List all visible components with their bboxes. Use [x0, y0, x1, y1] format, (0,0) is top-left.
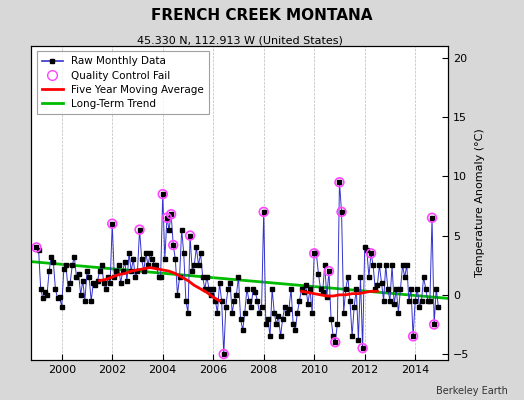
- Point: [186, 232, 194, 239]
- Point: [325, 268, 333, 274]
- Point: [335, 179, 344, 186]
- Point: [135, 226, 144, 233]
- Point: [310, 250, 319, 256]
- Point: [32, 244, 41, 251]
- Legend: Raw Monthly Data, Quality Control Fail, Five Year Moving Average, Long-Term Tren: Raw Monthly Data, Quality Control Fail, …: [37, 51, 209, 114]
- Point: [430, 321, 439, 328]
- Point: [358, 345, 367, 351]
- Text: FRENCH CREEK MONTANA: FRENCH CREEK MONTANA: [151, 8, 373, 23]
- Point: [409, 333, 417, 340]
- Point: [167, 211, 176, 218]
- Title: 45.330 N, 112.913 W (United States): 45.330 N, 112.913 W (United States): [137, 35, 343, 45]
- Point: [169, 242, 178, 248]
- Point: [428, 215, 436, 221]
- Point: [159, 191, 167, 197]
- Point: [367, 250, 375, 256]
- Point: [108, 220, 116, 227]
- Point: [220, 351, 228, 357]
- Point: [337, 209, 346, 215]
- Point: [259, 209, 268, 215]
- Text: Berkeley Earth: Berkeley Earth: [436, 386, 508, 396]
- Point: [331, 339, 340, 346]
- Point: [163, 215, 171, 221]
- Y-axis label: Temperature Anomaly (°C): Temperature Anomaly (°C): [475, 129, 485, 277]
